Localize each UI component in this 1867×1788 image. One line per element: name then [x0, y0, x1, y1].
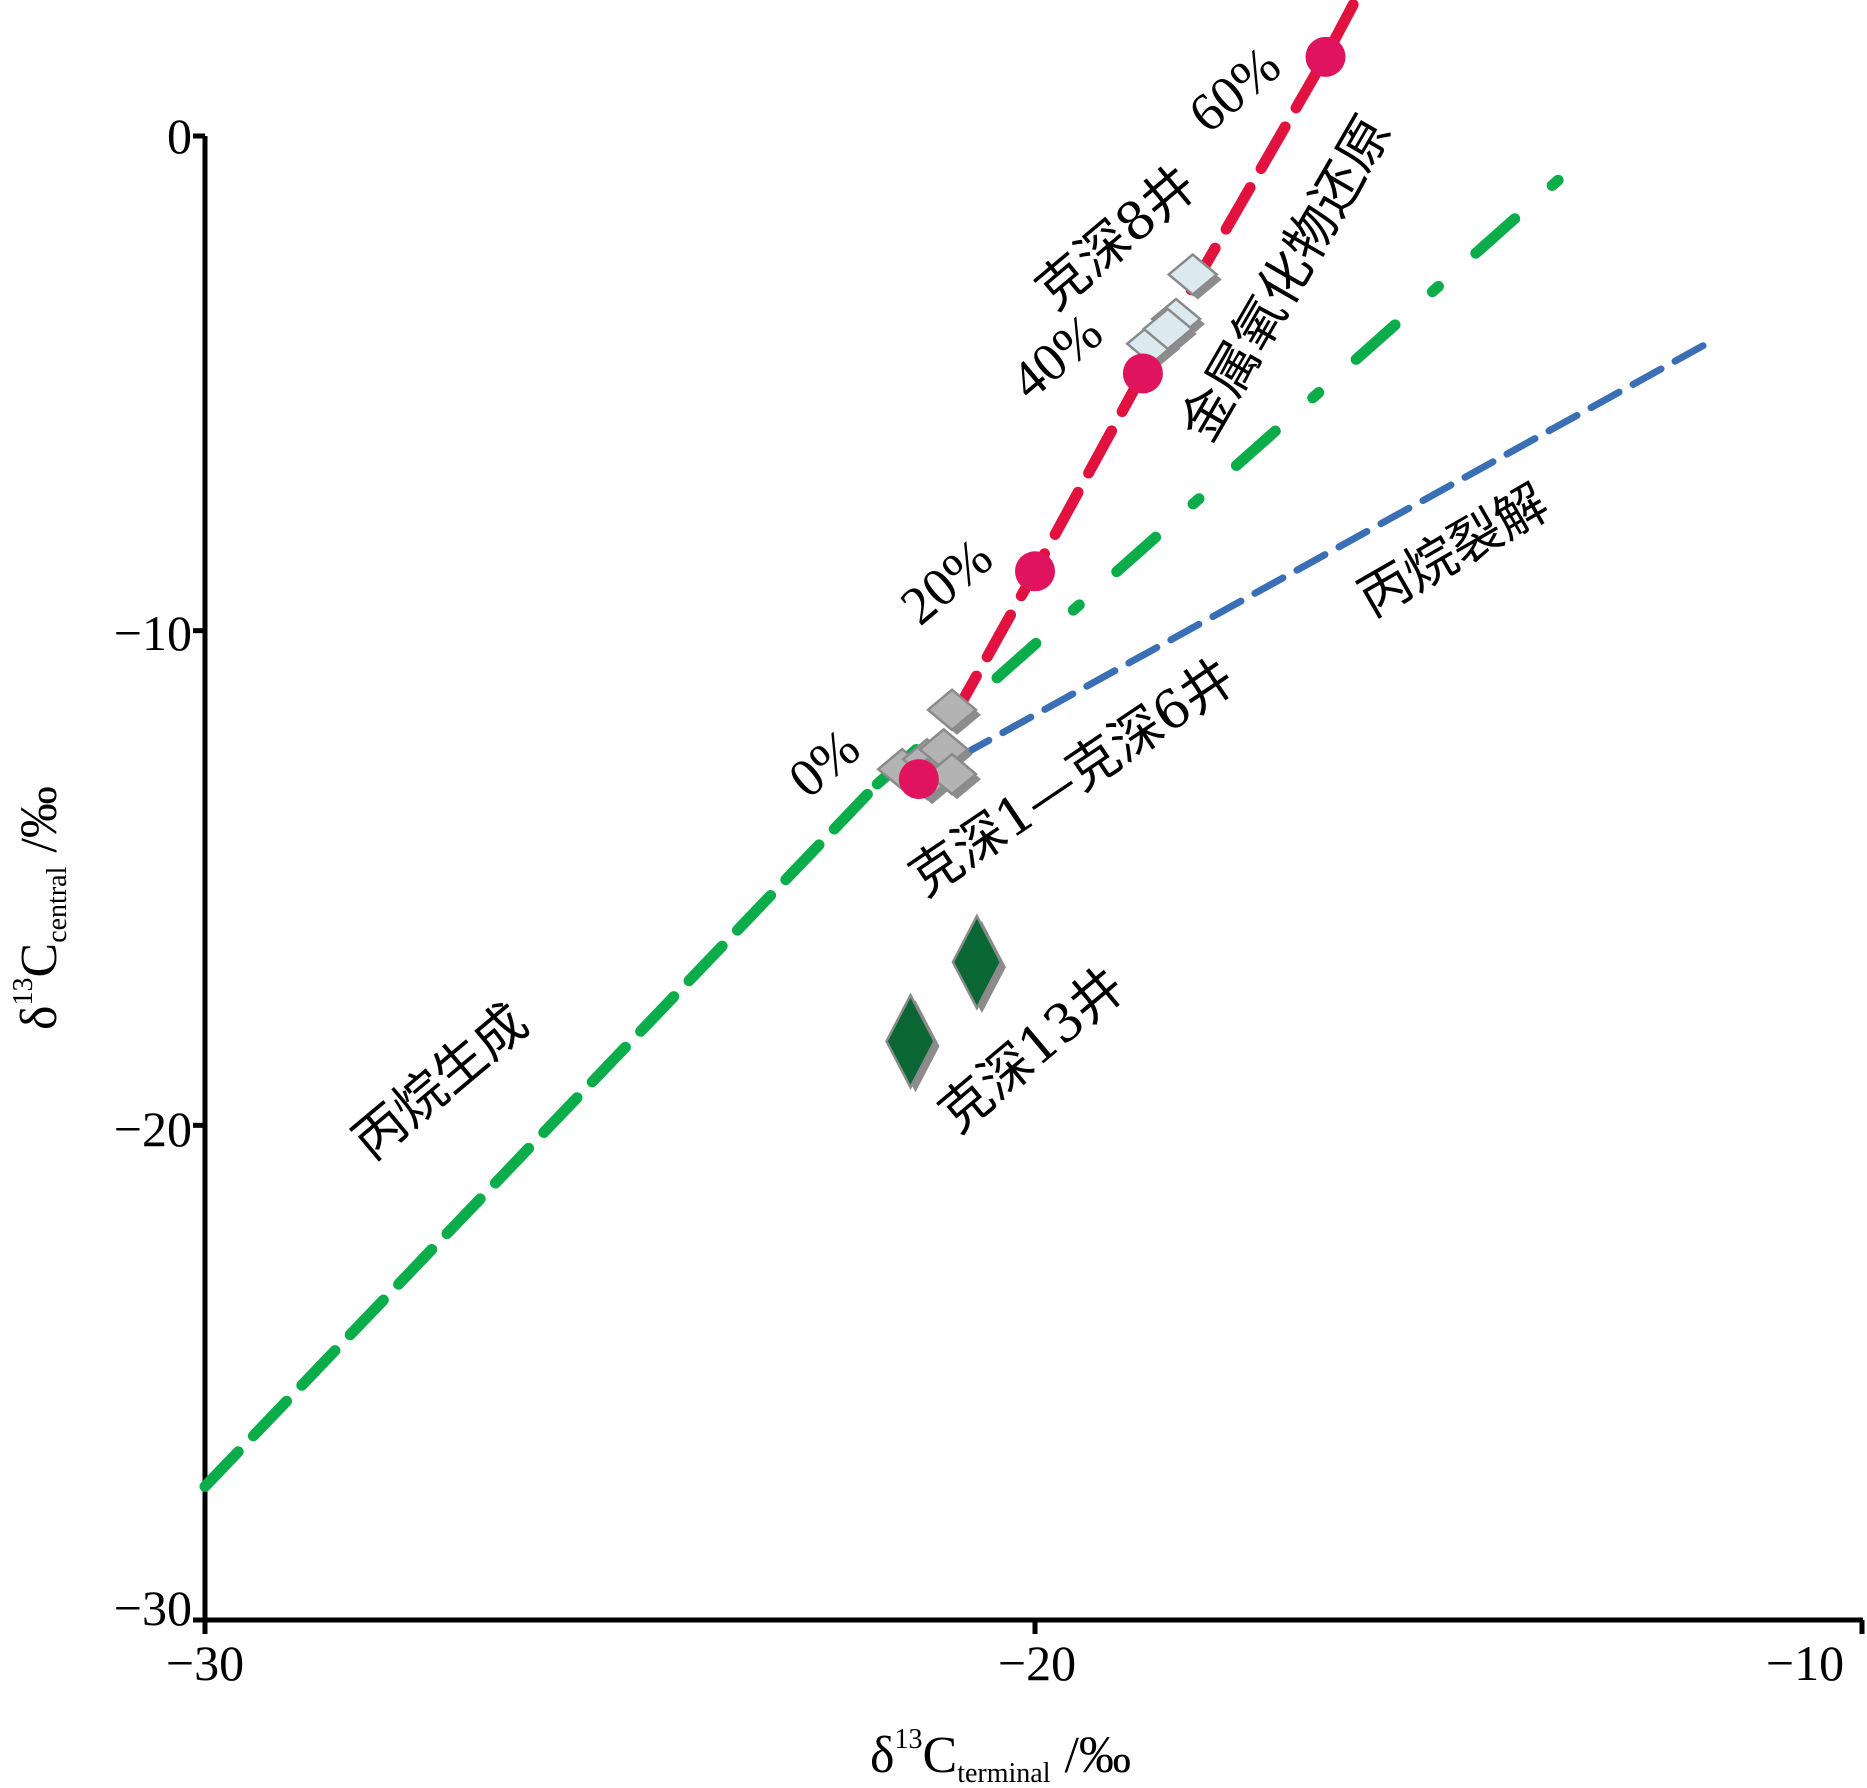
axis-ticks [193, 133, 1865, 1634]
line-0 [199, 778, 883, 1492]
annotation-well-ks13: 克深13井 [928, 956, 1137, 1145]
mix-label-60: 60% [1177, 35, 1291, 145]
annotation-propane-generation: 丙烷生成 [342, 992, 540, 1172]
y-tick-label-2: −20 [114, 1101, 192, 1157]
mix-label-20: 20% [889, 527, 1003, 637]
annotation-propane-cracking: 丙烷裂解 [1349, 473, 1559, 629]
marker-0-5 [926, 752, 978, 796]
x-tick-label-2: −10 [1766, 1635, 1844, 1691]
mix-point-2 [1122, 353, 1163, 394]
y-tick-label-1: −10 [114, 605, 192, 661]
y-tick-label-0: 0 [167, 108, 192, 164]
mixing-points [898, 36, 1346, 800]
marker-1-2 [1166, 252, 1219, 297]
mix-point-3 [1305, 36, 1346, 77]
y-axis-title: δ13Ccentral/‰ [8, 786, 73, 1030]
mix-point-0 [898, 759, 939, 800]
x-tick-label-0: −30 [166, 1635, 244, 1691]
marker-1-3 [1141, 307, 1194, 351]
mix-label-40: 40% [999, 302, 1113, 412]
marker-2-1 [885, 992, 936, 1090]
line-1 [871, 160, 1580, 790]
marker-0-3 [926, 688, 978, 732]
line-2 [915, 335, 1720, 783]
mix-label-0: 0% [777, 717, 871, 809]
x-tick-label-1: −20 [998, 1635, 1076, 1691]
y-tick-label-3: −30 [114, 1580, 192, 1636]
x-axis-title: δ13Cterminal/‰ [870, 1724, 1131, 1788]
marker-2-0 [951, 913, 1003, 1011]
mix-point-1 [1015, 551, 1055, 592]
annotation-well-ks8: 克深8井 [1025, 154, 1208, 322]
